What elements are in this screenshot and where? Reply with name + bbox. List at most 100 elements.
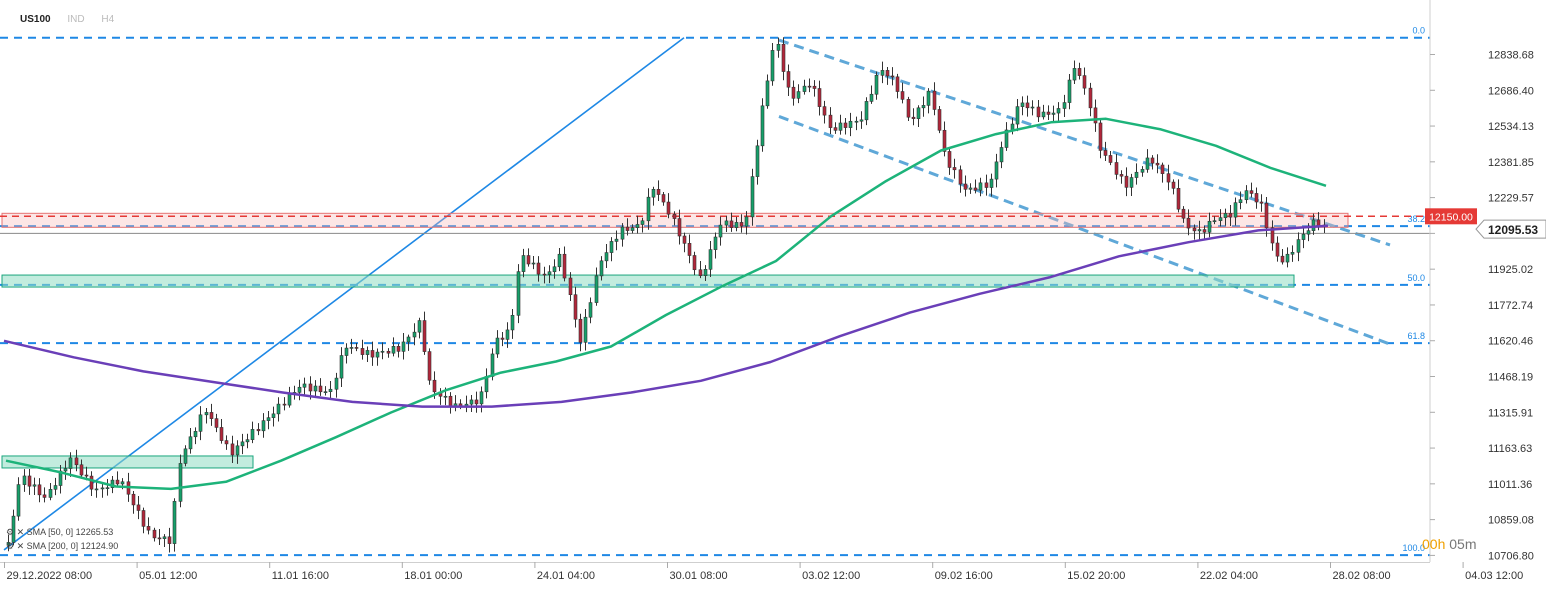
candle-body — [172, 501, 177, 544]
candle-body — [843, 122, 848, 128]
candle-body — [713, 236, 718, 250]
close-icon[interactable]: ✕ — [16, 527, 25, 537]
candle-body — [110, 479, 115, 488]
candle-body — [542, 273, 547, 276]
candle-body — [188, 436, 193, 450]
candle-body — [1228, 213, 1233, 218]
candle-body — [744, 216, 749, 227]
candle-body — [739, 222, 744, 227]
candle-body — [1051, 112, 1056, 115]
settings-icon[interactable]: ⚙ — [6, 541, 15, 551]
candle-body — [105, 487, 110, 489]
candle-body — [1020, 102, 1025, 107]
candle-body — [1072, 68, 1077, 81]
candle-body — [921, 105, 926, 109]
y-tick-label: 11468.19 — [1488, 372, 1533, 384]
candle-body — [734, 222, 739, 228]
candle-body — [906, 99, 911, 118]
candle-body — [209, 412, 214, 419]
x-tick-label: 03.02 12:00 — [802, 570, 860, 582]
close-icon[interactable]: ✕ — [16, 541, 25, 551]
candle-body — [708, 249, 713, 270]
candle-body — [1093, 107, 1098, 124]
candle-body — [510, 315, 515, 331]
candle-body — [978, 182, 983, 191]
candle-body — [1150, 157, 1155, 164]
candle-body — [1212, 220, 1217, 222]
fib-label: 0.0 — [1412, 26, 1425, 36]
candle-body — [1134, 171, 1139, 178]
sma50-legend[interactable]: ⚙ ✕ SMA [50, 0] 12265.53 — [6, 527, 113, 538]
candle-body — [1285, 253, 1290, 263]
candles — [6, 37, 1327, 553]
candle-body — [469, 399, 474, 405]
candle-body — [427, 351, 432, 381]
candle-body — [822, 106, 827, 116]
candle-body — [53, 485, 58, 490]
candle-body — [157, 537, 162, 540]
candle-body — [297, 386, 302, 393]
candle-body — [474, 399, 479, 405]
candle-body — [1041, 111, 1046, 118]
candle-body — [791, 86, 796, 99]
candle-body — [6, 542, 11, 546]
symbol-header[interactable]: US100 IND H4 — [20, 14, 114, 25]
candle-body — [1202, 229, 1207, 233]
candle-body — [640, 220, 645, 225]
candle-body — [880, 70, 885, 76]
candle-body — [183, 448, 188, 464]
timeframe-label[interactable]: H4 — [101, 14, 115, 25]
candle-body — [308, 383, 313, 392]
candle-body — [547, 271, 552, 275]
candle-body — [1119, 174, 1124, 177]
candle-body — [344, 347, 349, 356]
candle-body — [604, 252, 609, 262]
candle-body — [396, 346, 401, 352]
x-tick-label: 05.01 12:00 — [139, 570, 197, 582]
candle-body — [1160, 164, 1165, 174]
candle-body — [999, 147, 1004, 163]
candle-body — [718, 224, 723, 238]
sma200-legend[interactable]: ⚙ ✕ SMA [200, 0] 12124.90 — [6, 541, 118, 552]
candle-body — [599, 260, 604, 277]
settings-icon[interactable]: ⚙ — [6, 527, 15, 537]
candle-body — [755, 145, 760, 177]
candle-body — [937, 109, 942, 131]
candle-body — [807, 85, 812, 88]
candle-body — [620, 226, 625, 240]
candle-body — [874, 75, 879, 95]
candle-body — [802, 85, 807, 92]
countdown-hours: 00h — [1422, 536, 1446, 552]
candle-body — [1218, 217, 1223, 221]
candle-body — [926, 90, 931, 106]
candle-body — [1015, 106, 1020, 125]
candle-body — [1046, 111, 1051, 115]
candle-body — [115, 479, 120, 485]
y-tick-label: 11011.36 — [1488, 479, 1532, 491]
sma50-line — [5, 117, 1327, 491]
candle-body — [417, 320, 422, 333]
candle-body — [776, 43, 781, 51]
candle-body — [1176, 188, 1181, 210]
candle-body — [120, 481, 125, 485]
candle-body — [365, 350, 370, 355]
candle-countdown: 00h 05m — [1422, 536, 1476, 552]
candle-body — [682, 235, 687, 244]
x-tick-label: 24.01 04:00 — [537, 570, 595, 582]
candle-body — [63, 468, 68, 472]
candle-body — [167, 536, 172, 544]
y-tick-label: 12381.85 — [1488, 157, 1534, 169]
y-tick-label: 12229.57 — [1488, 193, 1534, 205]
candle-body — [318, 385, 323, 393]
candle-body — [536, 262, 541, 275]
candle-body — [630, 227, 635, 231]
fib-label: 61.8 — [1407, 331, 1425, 341]
candle-body — [1077, 68, 1082, 76]
x-tick-label: 29.12.2022 08:00 — [7, 570, 93, 582]
x-tick-label: 18.01 00:00 — [404, 570, 462, 582]
candle-body — [812, 85, 817, 89]
candle-body — [443, 395, 448, 398]
candle-body — [136, 504, 141, 511]
candle-body — [984, 182, 989, 188]
